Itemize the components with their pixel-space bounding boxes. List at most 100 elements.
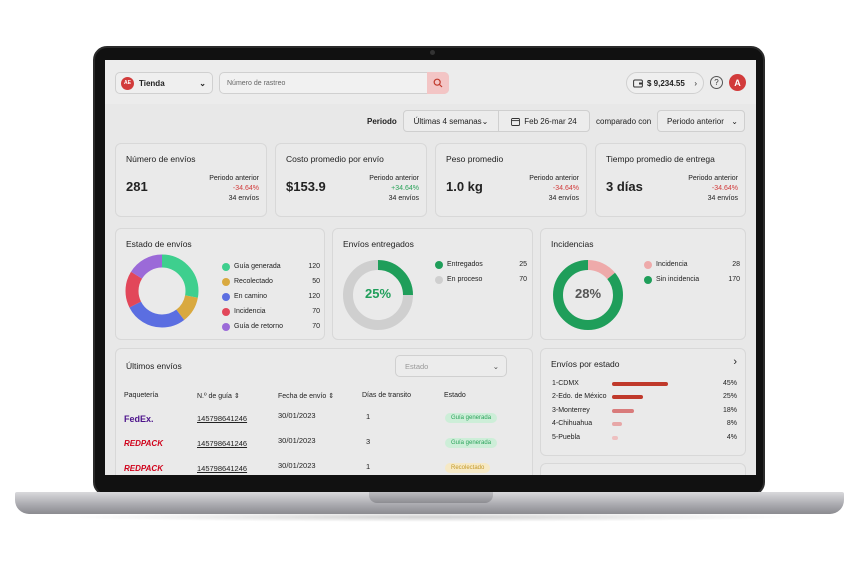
legend-value: 28 — [732, 261, 740, 268]
guide-link[interactable]: 145798641246 — [197, 464, 248, 473]
legend-dot — [222, 307, 230, 316]
donut-slice-en-camino — [125, 254, 199, 328]
card-title: Envíos entregados — [343, 239, 414, 249]
status-badge: Guía generada — [445, 413, 498, 423]
state-percent: 45% — [722, 380, 737, 387]
legend-dot — [435, 260, 443, 269]
legend-label: Incidencia — [234, 308, 266, 315]
chevron-right-icon[interactable]: › — [733, 356, 737, 368]
help-icon[interactable]: ? — [710, 76, 723, 89]
calendar-icon — [511, 117, 521, 126]
card-title: Incidencias — [551, 239, 594, 249]
chevron-right-icon: › — [694, 78, 697, 88]
legend-dot — [435, 275, 443, 284]
days-cell: 1 — [366, 462, 371, 471]
kpi-value: $153.9 — [286, 179, 326, 194]
chevron-down-icon: ⌄ — [492, 361, 499, 371]
ultimos-envios-card: Últimos envíos Estado ⌄ Paquetería N.º d… — [115, 348, 533, 475]
kpi-prev-label: Periodo anterior — [688, 175, 738, 182]
kpi-card: Tiempo promedio de entrega 3 días Period… — [595, 143, 746, 217]
state-bar — [612, 422, 622, 427]
legend-value: 70 — [519, 276, 527, 283]
chevron-down-icon: ⌄ — [481, 116, 489, 126]
legend-value: 170 — [728, 276, 740, 283]
state-percent: 8% — [726, 420, 737, 428]
user-avatar[interactable]: A — [729, 74, 746, 91]
legend-value: 70 — [312, 323, 320, 330]
camera — [430, 50, 435, 55]
legend-item: Incidencia 70 — [222, 304, 320, 319]
legend-label: En proceso — [447, 276, 483, 283]
legend-item: En camino 120 — [222, 289, 320, 304]
col-fecha-label: Fecha de envío — [278, 393, 327, 400]
kpi-comparison: Periodo anterior -34.64% 34 envíos — [688, 174, 738, 204]
status-badge: Recolectado — [445, 463, 491, 473]
kpi-card: Número de envíos 281 Periodo anterior -3… — [115, 143, 267, 217]
legend-item: Recolectado 50 — [222, 274, 320, 289]
kpi-value: 281 — [126, 179, 148, 194]
estado-donut — [125, 254, 199, 328]
wallet-icon — [633, 79, 643, 87]
state-bar — [612, 382, 668, 386]
kpi-value: 1.0 kg — [446, 179, 483, 194]
estado-filter[interactable]: Estado ⌄ — [395, 355, 507, 377]
legend-label: Guía de retorno — [234, 323, 284, 330]
sort-icon: ⇕ — [233, 393, 240, 400]
col-estado: Estado — [444, 392, 466, 399]
kpi-prev-label: Periodo anterior — [209, 175, 259, 182]
date-cell: 30/01/2023 — [278, 411, 316, 420]
chevron-down-icon: ⌄ — [199, 78, 206, 88]
kpi-change: -34.64% — [552, 185, 579, 192]
legend-item: Sin incidencia 170 — [644, 272, 740, 287]
redpack-logo: REDPACK — [124, 439, 163, 448]
kpi-value: 3 días — [606, 179, 643, 194]
kpi-change: -34.64% — [711, 185, 738, 192]
carrier-cell: REDPACK — [124, 464, 163, 473]
donut-slice-gu-a-de-retorno — [125, 254, 199, 328]
legend-value: 70 — [312, 308, 320, 315]
col-guia-label: N.º de guía — [197, 393, 232, 400]
kpi-change: -34.64% — [232, 185, 259, 192]
date-range: Feb 26-mar 24 — [524, 116, 577, 126]
legend-label: Sin incidencia — [656, 276, 700, 283]
incidencias-legend: Incidencia 28 Sin incidencia 170 — [644, 257, 740, 287]
store-selector[interactable]: AE Tienda ⌄ — [115, 72, 213, 94]
carrier-cell: REDPACK — [124, 439, 163, 448]
state-label: 2-Edo. de México — [552, 393, 607, 401]
card-title: Últimos envíos — [126, 361, 182, 371]
kpi-comparison: Periodo anterior +34.64% 34 envíos — [369, 174, 419, 204]
compared-value: Periodo anterior — [667, 116, 724, 126]
guide-link[interactable]: 145798641246 — [197, 439, 248, 448]
search-input[interactable]: Número de rastreo — [219, 72, 449, 94]
state-label: 1-CDMX — [552, 380, 579, 387]
fedex-logo: FedEx. — [124, 414, 154, 424]
kpi-prev-label: Periodo anterior — [369, 175, 419, 182]
compared-select[interactable]: Periodo anterior ⌄ — [657, 110, 745, 132]
laptop-notch — [369, 492, 493, 503]
donut-slice-sin-incidencia — [553, 260, 623, 330]
estado-filter-placeholder: Estado — [405, 361, 429, 371]
legend-dot — [222, 277, 230, 286]
donut-slice-incidencia — [125, 254, 199, 328]
screen: AE Tienda ⌄ Número de rastreo $ 9,234.55… — [105, 60, 756, 475]
card-title: Envíos por estado — [551, 359, 620, 369]
kpi-title: Costo promedio por envío — [286, 154, 384, 164]
kpi-title: Peso promedio — [446, 154, 504, 164]
col-fecha[interactable]: Fecha de envío ⇕ — [278, 392, 334, 400]
legend-dot — [222, 322, 230, 331]
date-cell: 30/01/2023 — [278, 461, 316, 470]
wallet-balance[interactable]: $ 9,234.55 › — [626, 72, 704, 94]
laptop-base — [15, 492, 844, 514]
kpi-card: Costo promedio por envío $153.9 Periodo … — [275, 143, 427, 217]
guide-link[interactable]: 145798641246 — [197, 414, 248, 423]
col-guia[interactable]: N.º de guía ⇕ — [197, 392, 240, 400]
entregados-donut — [343, 260, 413, 330]
date-range-picker[interactable]: Feb 26-mar 24 — [499, 117, 589, 126]
search-button[interactable] — [427, 72, 449, 94]
days-cell: 3 — [366, 437, 371, 446]
state-percent: 18% — [722, 406, 737, 414]
search-icon — [433, 78, 443, 88]
legend-item: Guía de retorno 70 — [222, 319, 320, 334]
incidencias-card: Incidencias 28% Incidencia 28 Sin incide… — [540, 228, 746, 340]
period-select[interactable]: Últimas 4 semanas ⌄ — [404, 111, 499, 131]
